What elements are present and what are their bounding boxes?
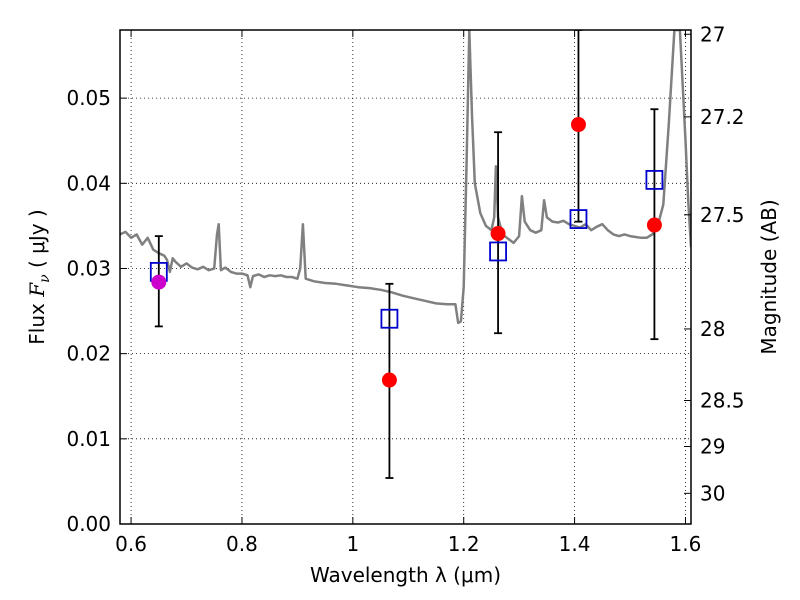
model-photometry-square: [569, 209, 588, 229]
x-tick-label: 1.2: [448, 532, 480, 556]
y2-tick-label: 27.5: [700, 203, 745, 227]
plot-frame: [119, 29, 692, 525]
x-tick-label: 1: [346, 532, 359, 556]
y-axis-label-suffix: ( μJy ): [25, 209, 49, 274]
y-tick-label: 0.02: [66, 342, 111, 366]
y-axis-label-prefix: Flux: [25, 297, 49, 345]
x-tick-label: 0.6: [115, 532, 147, 556]
x-axis-label: Wavelength λ (μm): [310, 563, 501, 587]
observed-photometry-point: [490, 226, 506, 242]
y2-tick-label: 30: [700, 481, 725, 505]
axis-ticks: 0.6 0.8 1 1.2 1.4 1.6 0.00 0.01 0.02 0.03 0.04 0.05…: [66, 22, 744, 556]
observed-photometry-point: [646, 217, 662, 233]
plot-area: [120, 30, 691, 479]
y-tick-label: 0.00: [66, 512, 111, 536]
model-photometry-square: [645, 170, 664, 190]
y-axis-label: Flux Fν ( μJy ): [25, 209, 53, 344]
model-photometry-square: [380, 308, 399, 329]
y-axis-label-symbol: F: [25, 282, 49, 298]
y2-tick-label: 28: [700, 317, 725, 341]
model-photometry-square: [489, 241, 507, 262]
y-tick-label: 0.04: [66, 171, 111, 195]
observed-photometry-point: [381, 372, 397, 388]
grid: [120, 30, 691, 525]
x-tick-label: 1.4: [559, 532, 591, 556]
y-tick-label: 0.05: [66, 86, 111, 110]
observed-photometry-point: [151, 274, 167, 290]
x-tick-label: 0.8: [226, 532, 258, 556]
y2-tick-label: 28.5: [700, 389, 745, 413]
y-tick-label: 0.03: [66, 256, 111, 280]
y2-tick-label: 29: [700, 434, 725, 458]
y2-tick-label: 27.2: [700, 105, 745, 129]
model-spectrum-line: [120, 30, 691, 325]
x-tick-label: 1.6: [670, 532, 702, 556]
y-tick-label: 0.01: [66, 427, 111, 451]
y2-tick-label: 27: [700, 22, 725, 46]
y-axis-label-subscript: ν: [37, 274, 53, 283]
y2-axis-label: Magnitude (AB): [757, 199, 781, 354]
observed-photometry-point: [570, 117, 586, 133]
